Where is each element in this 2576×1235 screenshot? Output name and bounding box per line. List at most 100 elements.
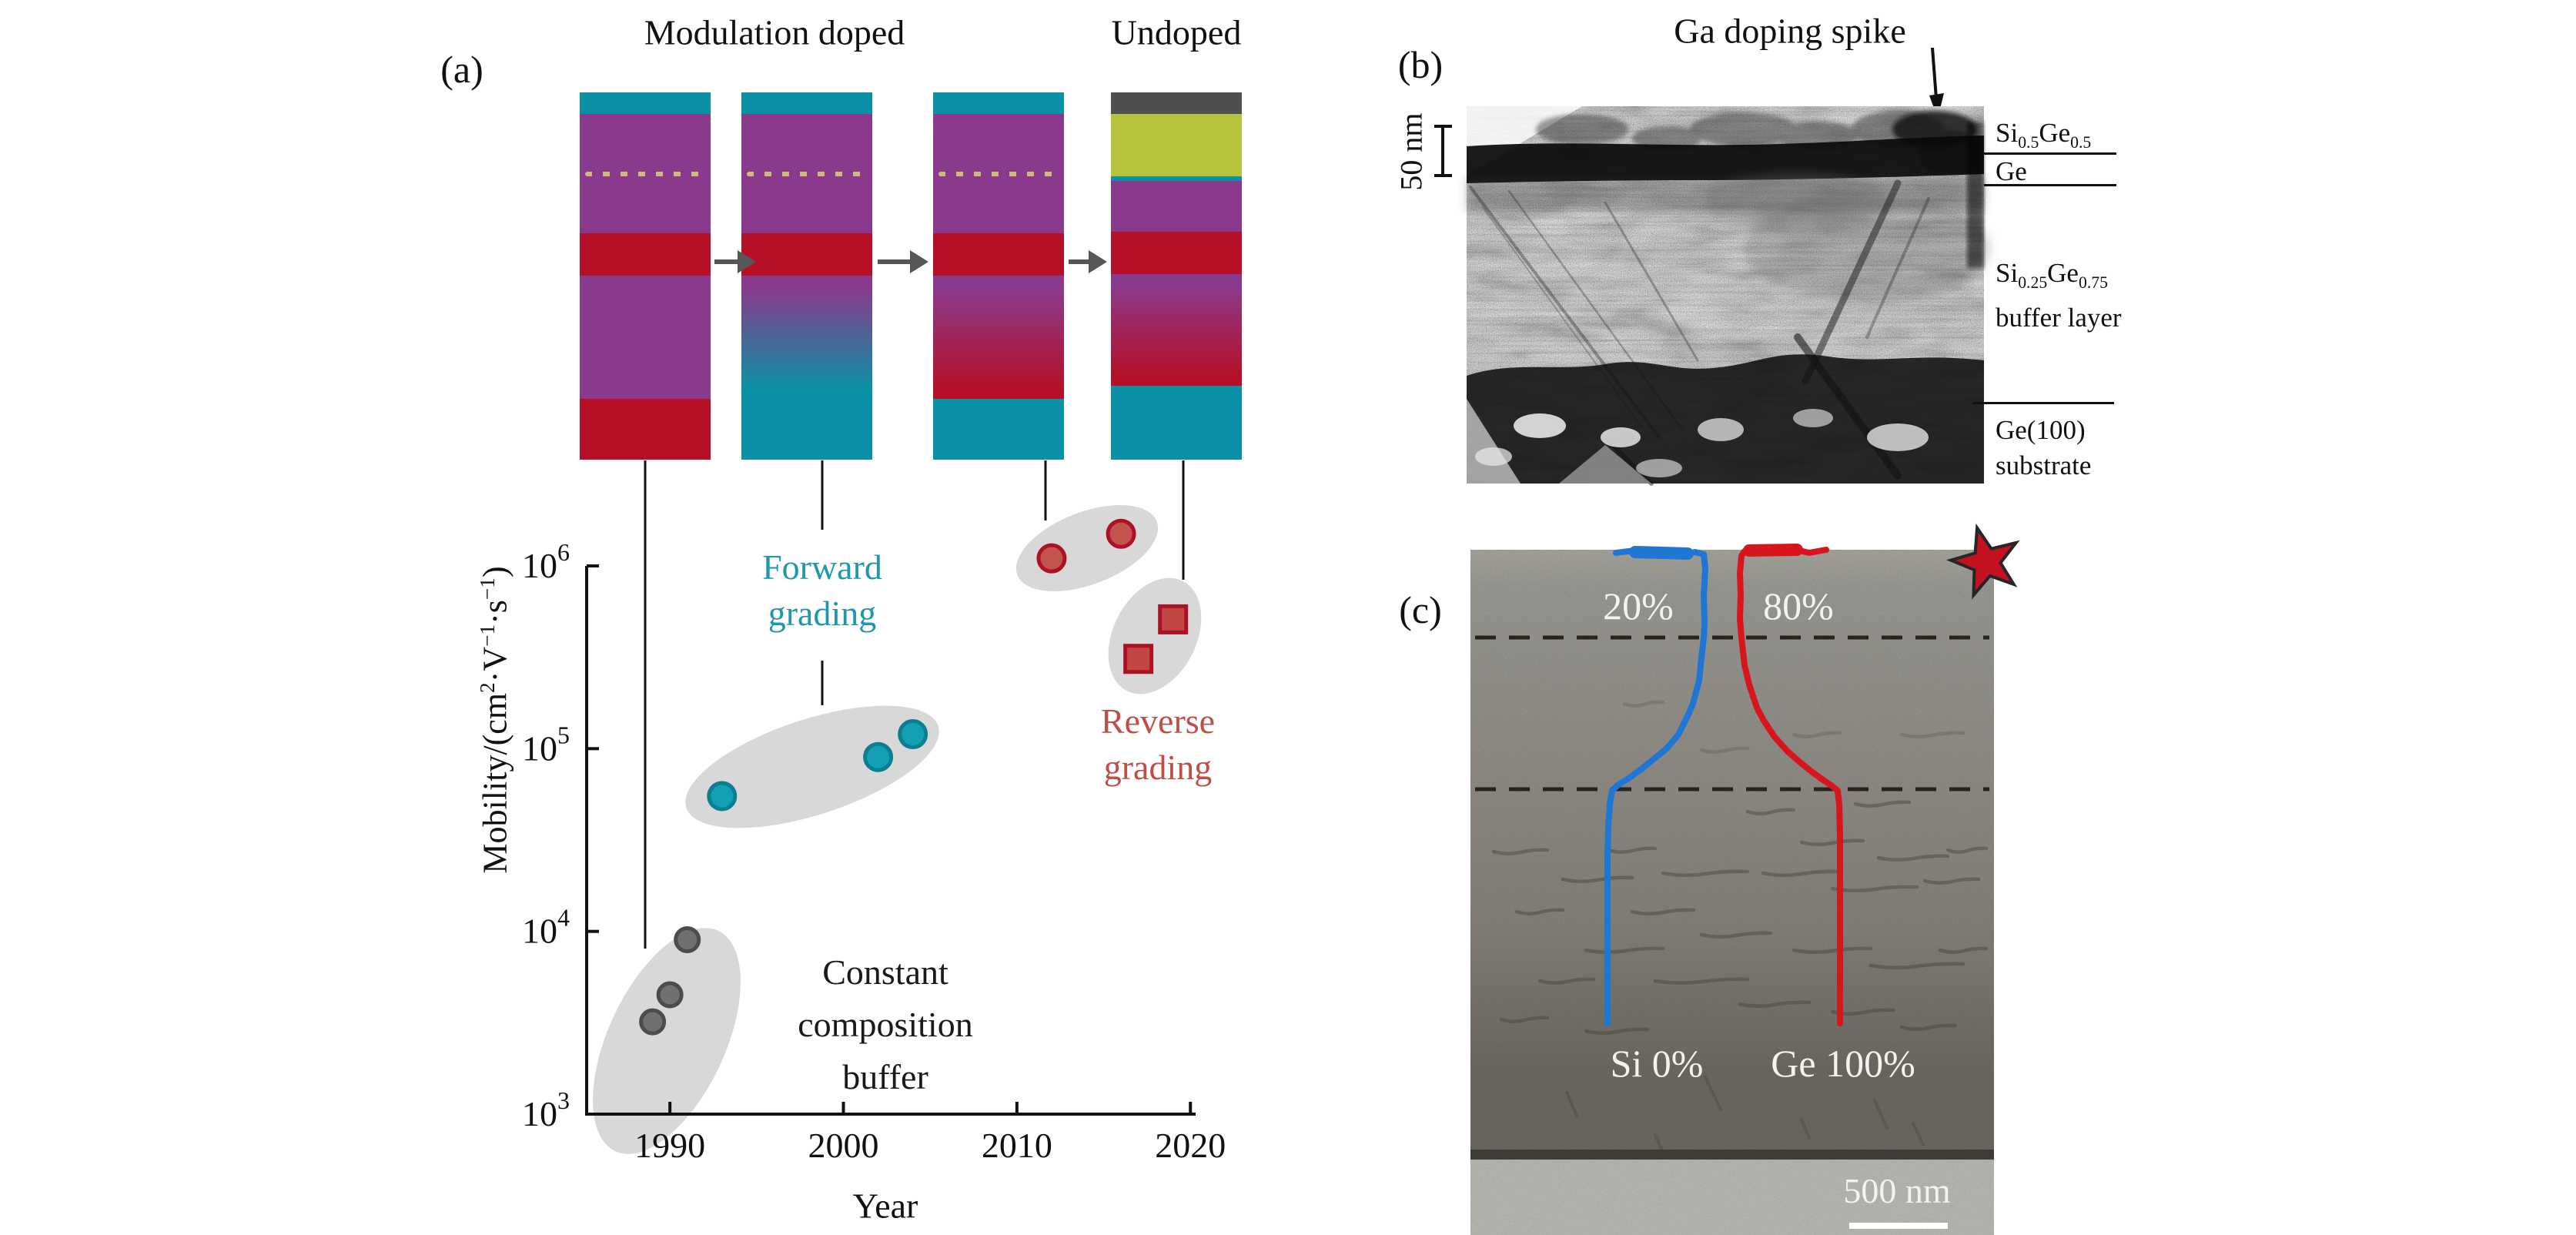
sem-noise (1470, 550, 1994, 1235)
mobility-vs-year-chart: 1990 2000 2010 2020 103 104 105 106 Forward gradi… (522, 250, 1226, 1165)
star-marker-icon (1946, 523, 2020, 600)
layer-segment (741, 398, 872, 460)
data-point-square (1123, 644, 1154, 674)
tem-features (1467, 106, 1990, 486)
x-axis-title: Year (852, 1186, 918, 1226)
chart-annotation: Constant (822, 952, 948, 992)
panel-b-label: (b) (1397, 43, 1444, 86)
right-arrow-head (910, 250, 928, 273)
defect-mark (1704, 1076, 1722, 1111)
cluster-ellipse (685, 705, 939, 828)
y-tick-label: 104 (522, 904, 570, 951)
arrow-shaft (1931, 47, 1938, 99)
layer-segment (1111, 114, 1242, 177)
dislocation-mark (1922, 877, 1981, 885)
layer-segment (933, 114, 1064, 234)
dislocation-mark (1945, 846, 1989, 854)
dislocation-mark (1791, 731, 1842, 738)
layer-segment (580, 233, 711, 276)
layer-segment (1111, 92, 1242, 115)
dislocation-mark (1876, 854, 1950, 862)
layer-segment (741, 114, 872, 234)
layer-segment (741, 233, 872, 276)
leader-line-ge (1984, 184, 2116, 186)
si-0pct-label: Si 0% (1611, 1042, 1704, 1085)
scale-bar (1849, 1223, 1948, 1229)
dislocation-mark (1791, 946, 1873, 954)
dislocation-mark (1499, 1016, 1550, 1023)
scale-ibeam-icon (1434, 125, 1452, 177)
y-tick-label: 106 (522, 538, 570, 585)
undoped-stack (1111, 92, 1242, 460)
si-20pct-label: 20% (1603, 584, 1674, 628)
dislocation-mark (1653, 977, 1750, 985)
buffer-word: buffer layer (1996, 303, 2122, 333)
layer-segment (1111, 176, 1242, 181)
dislocation-mark (1799, 838, 1865, 846)
si-profile-surface-blob (1629, 546, 1694, 560)
y-tick-label: 105 (522, 721, 570, 768)
layer-segment (580, 276, 711, 399)
500nm-scale-label: 500 nm (1843, 1171, 1951, 1210)
layer-label-ge: Ge (1996, 156, 2027, 186)
ga-doping-spike-label: Ga doping spike (1674, 11, 1906, 51)
sem-cross-section-image: 20% 80% Si 0% Ge 100% 500 nm (1470, 523, 2020, 1235)
layer-segment (741, 276, 872, 399)
dislocation-mark (1853, 800, 1912, 808)
dislocation-mark (1561, 875, 1634, 883)
layer-segment (580, 114, 711, 234)
panel-a-label: (a) (440, 48, 483, 91)
chart-annotation: grading (768, 594, 877, 633)
layer-segment (1111, 273, 1242, 386)
layer-segment (580, 398, 711, 460)
data-point-square (1158, 604, 1189, 634)
forward-graded-stack (741, 92, 872, 460)
x-tick-label: 2000 (808, 1126, 879, 1165)
y-tick-label: 103 (522, 1086, 570, 1133)
cluster-ellipse (1108, 577, 1202, 694)
layer-segment (933, 398, 1064, 460)
constant-composition-buffer-stack (580, 92, 711, 460)
defect-mark (1873, 1099, 1889, 1130)
data-point-circle (898, 719, 928, 750)
layer-segment (933, 276, 1064, 399)
50nm-scale-label: 50 nm (1393, 112, 1429, 191)
layer-label-buffer: Si0.25Ge0.75 buffer layer (1996, 256, 2122, 336)
dislocation-mark (1699, 931, 1773, 939)
dislocation-mark (1738, 1000, 1812, 1008)
panel-c-label: (c) (1399, 588, 1442, 631)
dislocation-mark (1630, 908, 1696, 915)
undoped-title: Undoped (1111, 12, 1242, 52)
substrate-orientation: Ge(100) (1996, 415, 2086, 445)
data-point-circle (674, 926, 701, 954)
ge-100pct-label: Ge 100% (1771, 1042, 1915, 1085)
layer-segment (741, 92, 872, 115)
x-tick-label: 2020 (1155, 1126, 1226, 1165)
dislocation-mark (1622, 700, 1665, 708)
ge-80pct-label: 80% (1763, 584, 1834, 628)
layer-segment (933, 233, 1064, 276)
x-tick-label: 2010 (982, 1126, 1052, 1165)
data-point-circle (707, 781, 738, 812)
right-arrow-head (738, 250, 756, 273)
dislocation-mark (1761, 869, 1842, 877)
data-point-circle (1036, 543, 1067, 574)
dislocation-mark (1514, 908, 1565, 915)
dislocation-mark (1607, 846, 1658, 854)
arrow-head (1929, 93, 1944, 119)
substrate-word: substrate (1996, 450, 2092, 480)
defect-mark (1654, 1133, 1666, 1156)
dislocation-mark (1899, 731, 1965, 738)
defect-mark (1800, 1118, 1811, 1140)
chart-annotation: grading (1104, 748, 1213, 787)
reverse-graded-stack (933, 92, 1064, 460)
dotted-delta-doping-line (584, 171, 706, 176)
interface-dashed-lines (1475, 635, 1989, 792)
dislocation-mark (1868, 962, 1965, 969)
layer-segment (580, 92, 711, 115)
layer-segment (1111, 385, 1242, 460)
chart-annotation: buffer (842, 1057, 928, 1096)
dotted-delta-doping-line (746, 171, 868, 176)
chart-annotation: Reverse (1101, 701, 1215, 741)
